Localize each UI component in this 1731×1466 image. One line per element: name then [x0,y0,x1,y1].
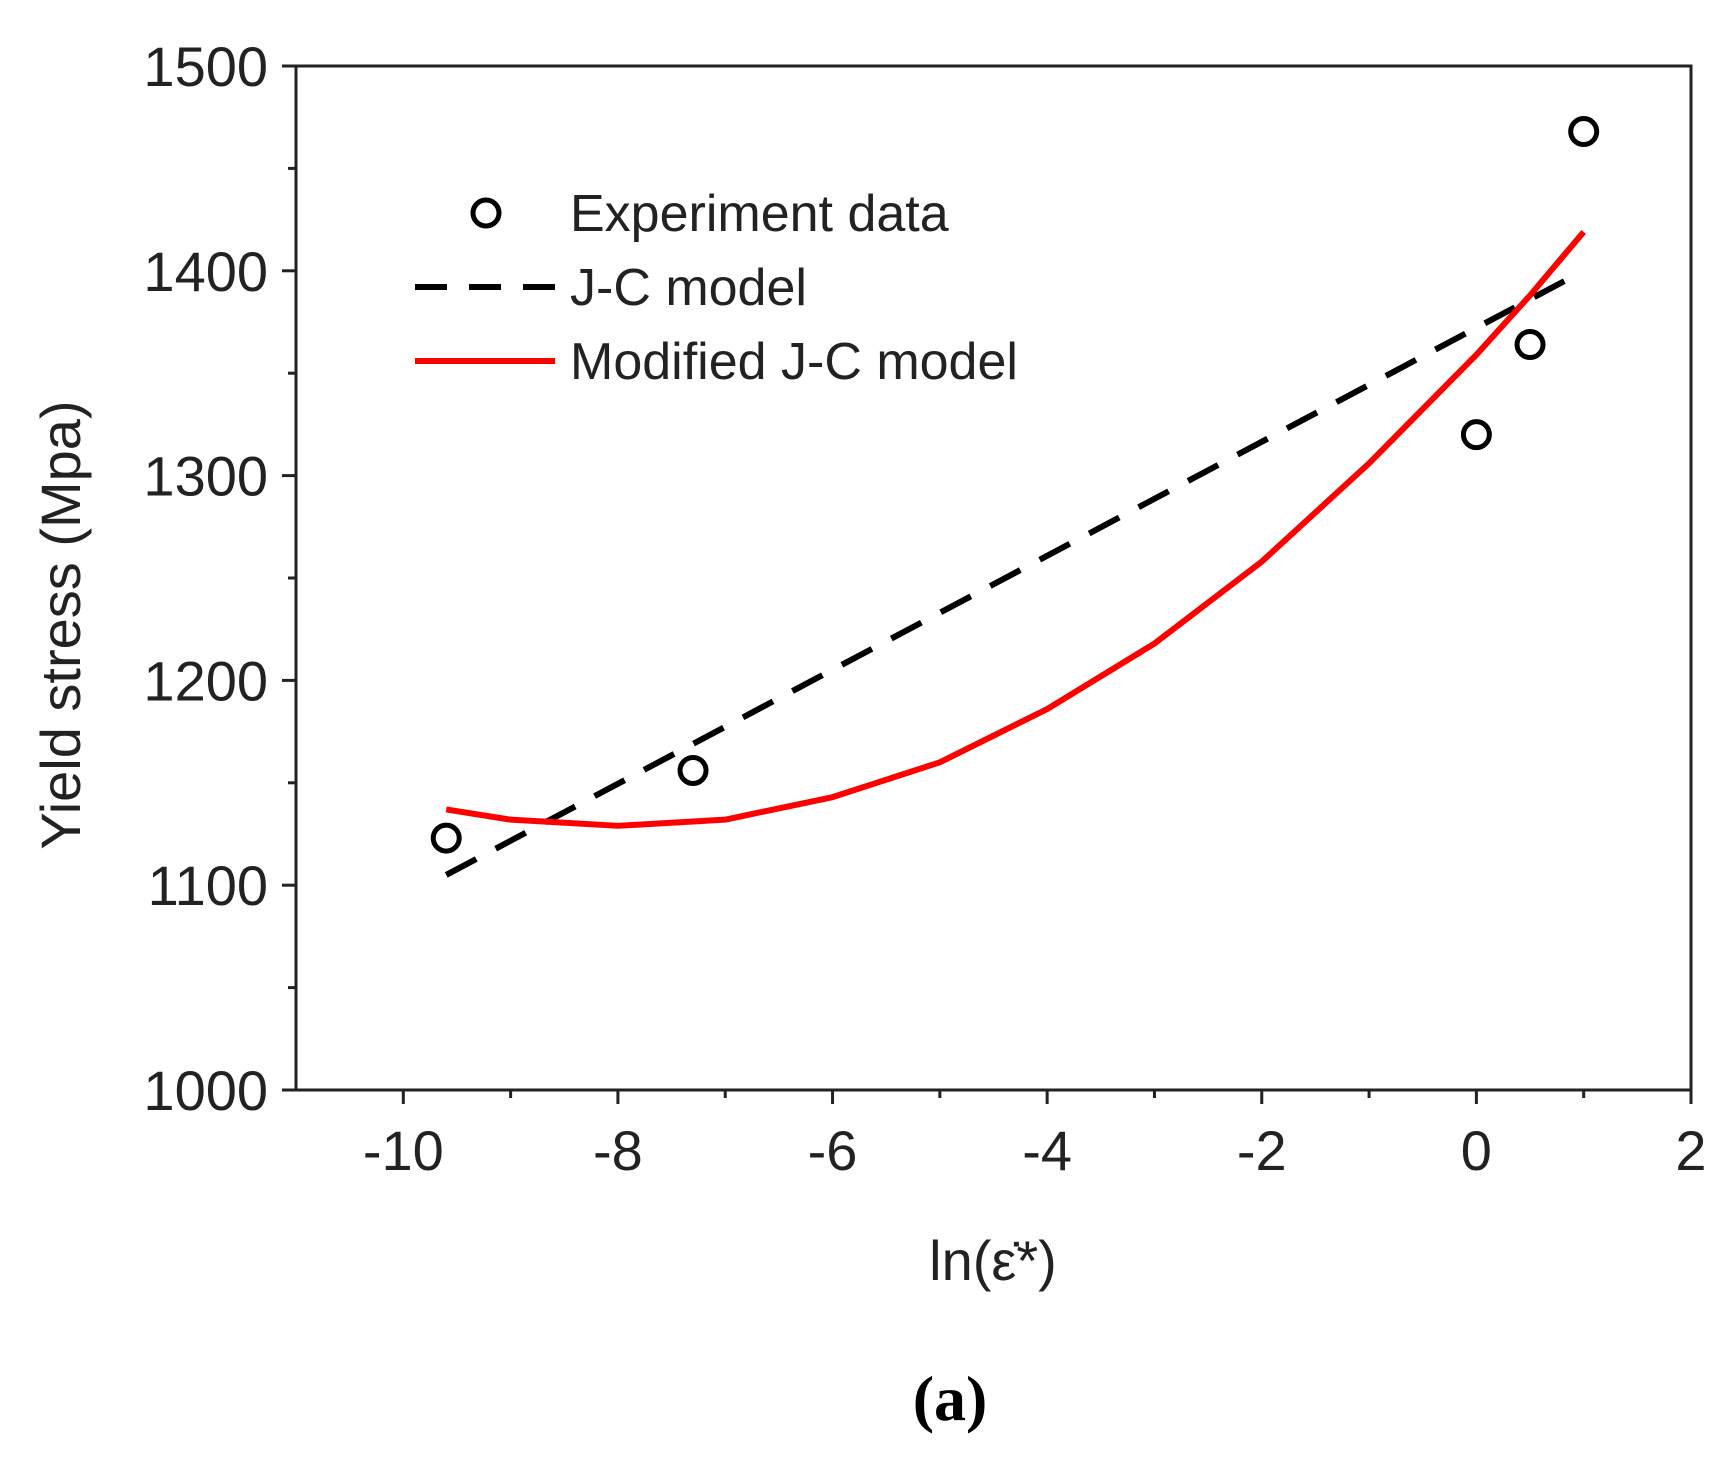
x-tick-label: -8 [593,1119,643,1182]
y-tick-label: 1400 [143,240,268,303]
y-axis-title: Yield stress (Mpa) [29,400,92,849]
legend-marker-experiment-data [470,197,502,229]
experiment-data-point [1514,329,1546,361]
series-layer [430,116,1600,878]
panel-label: (a) [913,1363,988,1434]
y-tick-label: 1300 [143,445,268,508]
y-axis: 1000 1100 1200 1300 1400 1500 [143,35,296,1122]
x-axis-title: ln(ε̇*) [929,1229,1057,1292]
x-tick-label: -2 [1237,1119,1287,1182]
experiment-data-point [1568,116,1600,148]
x-axis: -10 -8 -6 -4 -2 0 2 [363,1090,1707,1182]
series-line-modified-j-c-model [445,229,1586,829]
y-tick-label: 1200 [143,649,268,712]
x-tick-label: 0 [1461,1119,1492,1182]
experiment-data-point [677,755,709,787]
x-tick-label: -6 [808,1119,858,1182]
legend-label-modified-jc-model: Modified J-C model [570,333,1018,391]
experiment-data-point [1460,419,1492,451]
y-tick-label: 1000 [143,1059,268,1122]
y-tick-label: 1500 [143,35,268,98]
series-line-j-c-model [444,268,1586,878]
legend: Experiment data J-C model Modified J-C m… [415,185,1018,391]
legend-label-experiment-data: Experiment data [570,185,949,243]
x-tick-label: -10 [363,1119,444,1182]
legend-label-jc-model: J-C model [570,259,807,317]
experiment-data-point [430,822,462,854]
x-tick-label: -4 [1022,1119,1072,1182]
x-tick-label: 2 [1675,1119,1706,1182]
y-tick-label: 1100 [148,854,268,917]
